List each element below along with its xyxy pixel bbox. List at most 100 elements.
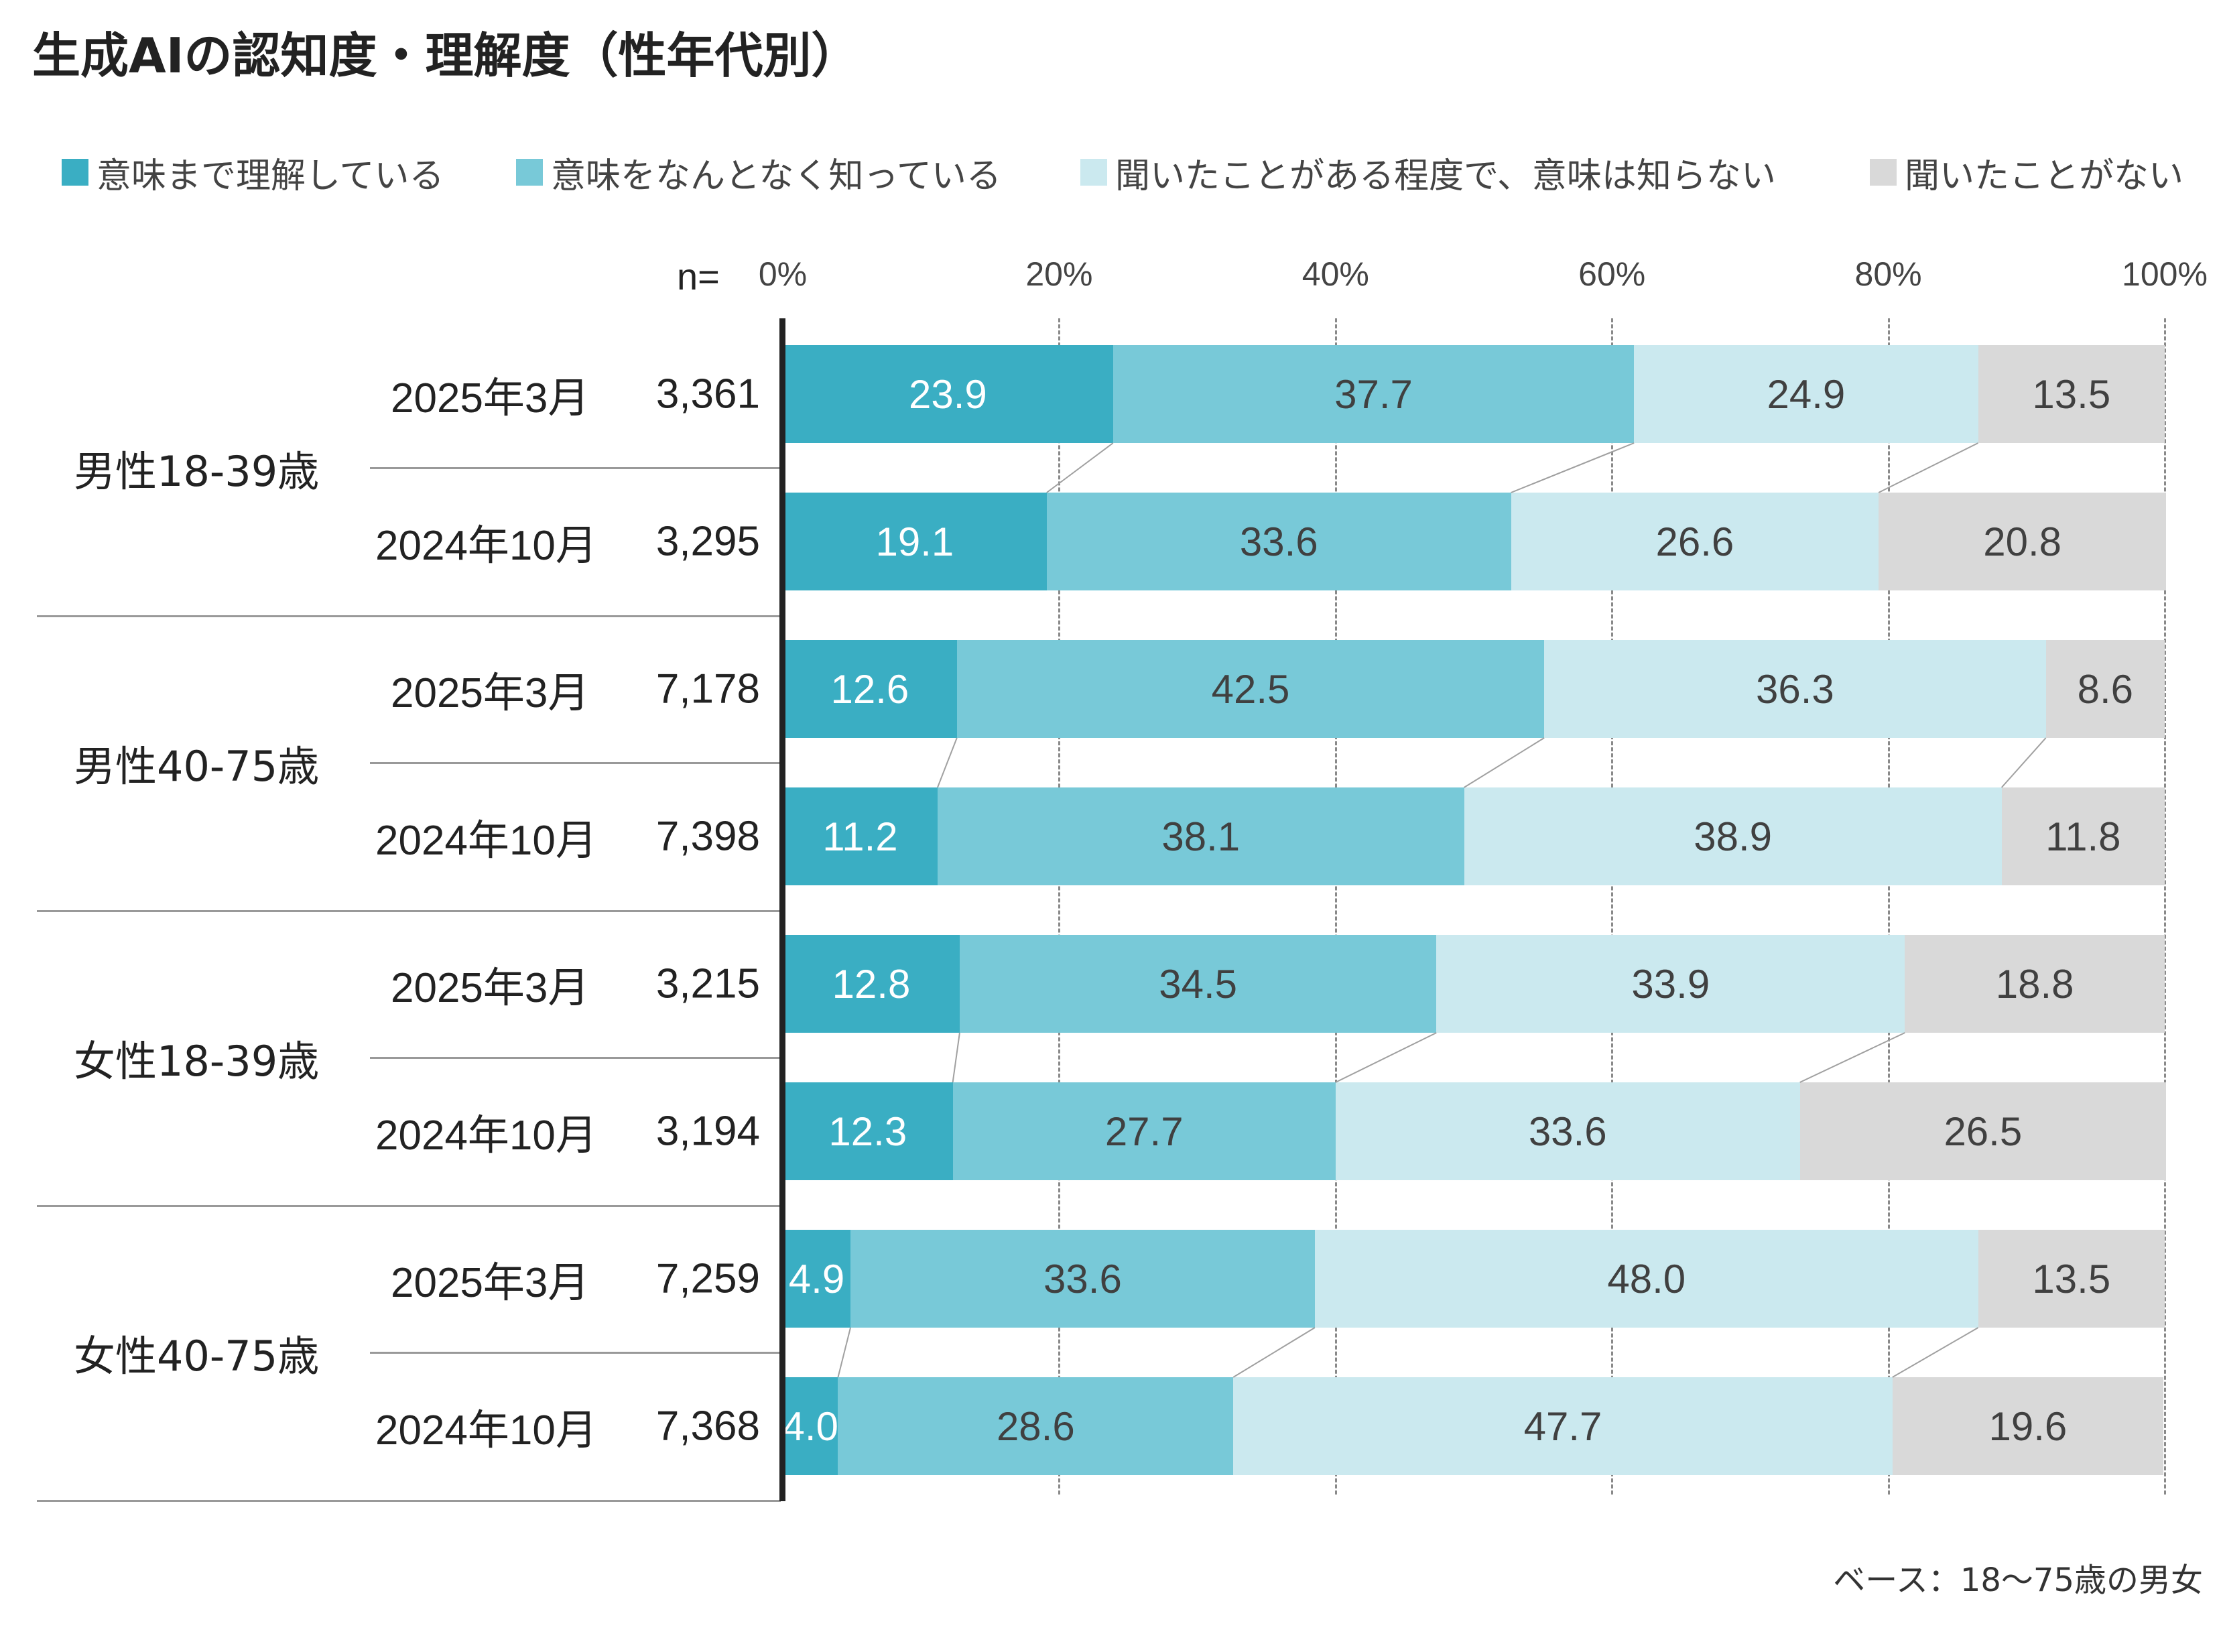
x-tick-label: 80% [1854,255,1922,293]
bar-value-label: 38.9 [1694,814,1772,859]
connector-line [1892,1327,1979,1378]
bar-segment: 28.6 [838,1377,1234,1475]
bar-segment: 4.9 [783,1230,851,1328]
bar-value-label: 4.0 [782,1403,838,1449]
period-label: 2024年10月 [375,818,597,864]
bar-segment: 38.1 [937,787,1464,885]
row-separator [370,762,780,764]
bar-segment: 33.9 [1436,935,1905,1033]
bar-value-label: 19.1 [875,519,954,564]
group-label: 男性40-75歳 [74,742,320,791]
bar-segment: 33.6 [850,1230,1315,1328]
connector-line [1335,1032,1437,1083]
bar-value-label: 8.6 [2077,666,2134,712]
connector-line [1511,442,1635,493]
gridline [2164,318,2166,1495]
connector-line [1464,737,1545,788]
bar-value-label: 24.9 [1767,371,1846,417]
legend-swatch [1870,159,1897,186]
x-tick-label: 0% [758,255,808,293]
bar-value-label: 11.2 [822,814,898,859]
bar-segment: 26.5 [1799,1082,2167,1180]
gridline [1611,318,1614,1495]
bar-segment: 23.9 [783,345,1113,443]
bar-value-label: 13.5 [2032,371,2111,417]
bar-segment: 13.5 [1978,345,2165,443]
bar-segment: 19.1 [783,493,1047,590]
group-label: 男性18-39歳 [74,447,320,496]
n-value: 3,361 [655,371,760,418]
bar-segment: 11.2 [783,787,938,885]
n-value: 7,259 [655,1255,760,1302]
legend-label: 意味まで理解している [97,155,444,196]
row-separator [370,1057,780,1059]
period-label: 2025年3月 [391,670,590,716]
bar-segment: 48.0 [1314,1230,1978,1328]
period-label: 2025年3月 [391,1260,590,1306]
bar-segment: 27.7 [952,1082,1336,1180]
bar-value-label: 26.5 [1944,1108,2023,1154]
connector-line [1046,442,1114,493]
n-header: n= [677,255,720,298]
group-separator [37,1205,781,1207]
legend-swatch [62,159,88,186]
bar-segment: 24.9 [1634,345,1978,443]
legend-label: 聞いたことがある程度で、意味は知らない [1115,155,1776,196]
bar-value-label: 13.5 [2032,1256,2111,1301]
bar-segment: 36.3 [1544,640,2046,738]
bar-segment: 4.0 [783,1377,838,1475]
bar-segment: 19.6 [1892,1377,2163,1475]
y-axis-line [779,318,785,1501]
legend-swatch [516,159,543,186]
bar-segment: 11.8 [2001,787,2165,885]
x-tick-label: 40% [1301,255,1369,293]
bar-segment: 38.9 [1464,787,2002,885]
bar-segment: 12.3 [783,1082,953,1180]
group-separator [37,615,781,617]
n-value: 7,368 [655,1403,760,1450]
bar-value-label: 42.5 [1211,666,1290,712]
bar-value-label: 37.7 [1334,371,1413,417]
bar-value-label: 4.9 [788,1256,845,1301]
group-separator [37,910,781,912]
n-value: 7,178 [655,665,760,712]
bar-value-label: 12.3 [828,1108,907,1154]
legend-label: 意味をなんとなく知っている [551,155,1001,196]
bar-value-label: 33.6 [1043,1256,1122,1301]
group-separator [37,1500,781,1502]
legend-item: 意味まで理解している [62,149,444,196]
bar-value-label: 27.7 [1104,1108,1184,1154]
period-label: 2024年10月 [375,523,597,569]
row-separator [370,1352,780,1354]
bar-segment: 12.8 [783,935,960,1033]
group-label: 女性18-39歳 [74,1037,320,1086]
connector-line [952,1032,960,1083]
bar-segment: 26.6 [1511,493,1879,590]
bar-value-label: 12.6 [830,666,909,712]
bar-segment: 37.7 [1113,345,1635,443]
bar-value-label: 33.9 [1631,961,1710,1007]
bar-value-label: 18.8 [1995,961,2074,1007]
bar-segment: 33.6 [1046,493,1511,590]
bar-segment: 34.5 [959,935,1437,1033]
period-label: 2024年10月 [375,1113,597,1159]
period-label: 2025年3月 [391,965,590,1011]
legend-item: 意味をなんとなく知っている [516,149,1001,196]
bar-value-label: 33.6 [1528,1108,1607,1154]
bar-segment: 33.6 [1335,1082,1800,1180]
gridline [1887,318,1890,1495]
x-tick-label: 60% [1578,255,1646,293]
connector-line [937,737,958,788]
legend-item: 聞いたことがある程度で、意味は知らない [1080,149,1776,196]
n-value: 3,295 [655,518,760,565]
bar-value-label: 26.6 [1655,519,1734,564]
bar-value-label: 12.8 [832,961,911,1007]
legend-item: 聞いたことがない [1870,149,2183,196]
connector-line [1232,1327,1316,1378]
bar-segment: 8.6 [2045,640,2165,738]
bar-value-label: 36.3 [1756,666,1834,712]
legend-label: 聞いたことがない [1905,155,2184,196]
n-value: 3,194 [655,1108,760,1155]
bar-segment: 13.5 [1978,1230,2165,1328]
gridline [1334,318,1337,1495]
